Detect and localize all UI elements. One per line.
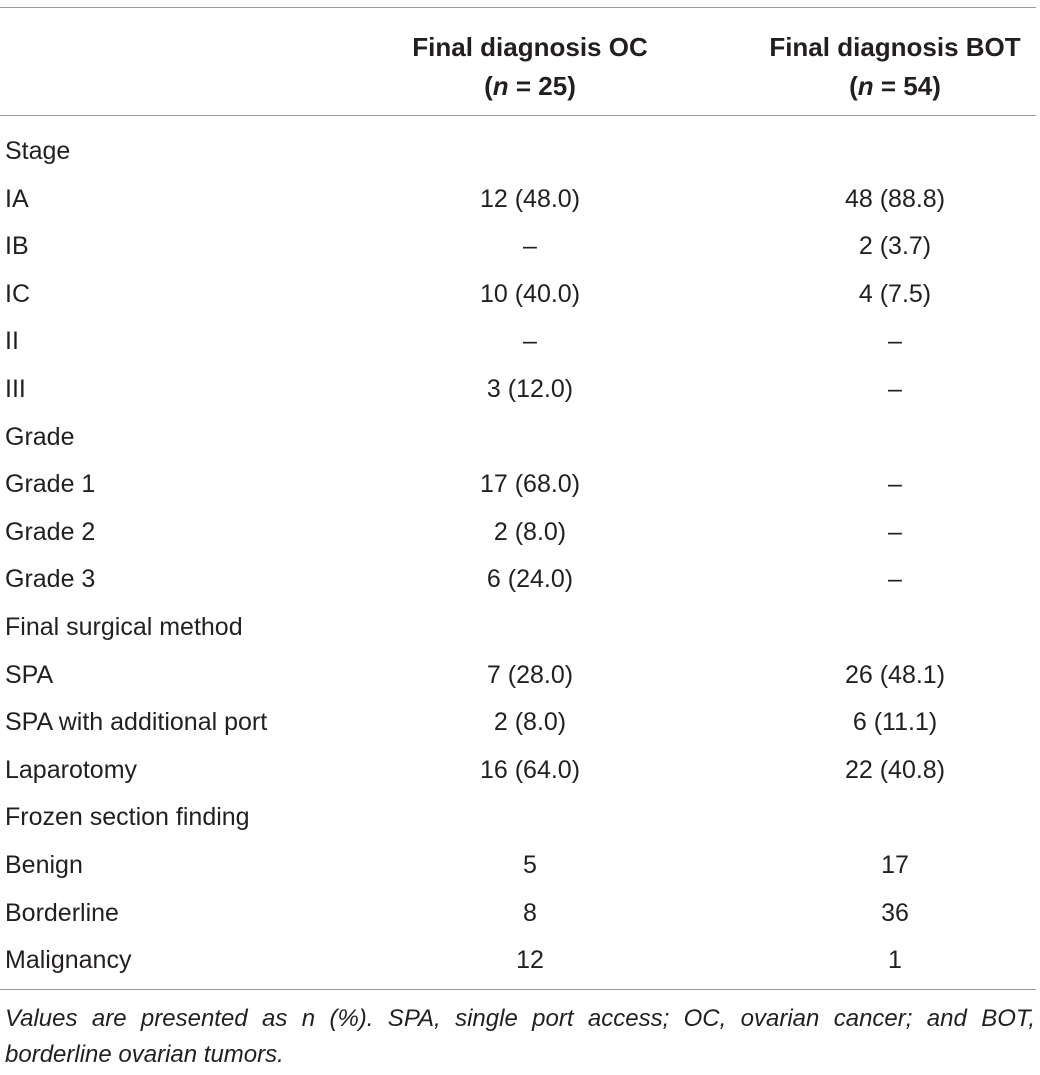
row-label: Frozen section finding [5, 803, 250, 832]
table-row: IC 10 (40.0) 4 (7.5) [0, 271, 1040, 319]
table-row: Grade 2 2 (8.0) – [0, 509, 1040, 557]
row-label: SPA with additional port [5, 708, 268, 737]
cell-bot-value: – [888, 374, 902, 403]
row-label: Benign [5, 850, 83, 879]
row-label: Final surgical method [5, 612, 243, 641]
row-label: III [5, 374, 26, 403]
table-row: IB – 2 (3.7) [0, 223, 1040, 271]
cell-bot-value: – [888, 565, 902, 594]
cell-oc-value: 12 (48.0) [479, 184, 581, 213]
table-row: Grade [0, 414, 1040, 462]
table-row: Stage [0, 128, 1040, 176]
cell-oc-value: 12 [516, 946, 544, 975]
cell-oc-value: 16 (64.0) [479, 755, 581, 784]
column-header-oc: Final diagnosis OC (n = 25) [370, 28, 690, 106]
cell-bot-value: 22 (40.8) [844, 755, 946, 784]
row-label: Grade 3 [5, 565, 96, 594]
row-label: IC [5, 279, 30, 308]
table-row: SPA with additional port 2 (8.0) 6 (11.1) [0, 699, 1040, 747]
column-header-bot-title: Final diagnosis BOT [769, 32, 1021, 62]
cell-bot-value: – [888, 517, 902, 546]
cell-oc-value: 3 (12.0) [486, 374, 574, 403]
cell-bot-value: – [888, 327, 902, 356]
table-body: Stage IA 12 (48.0) 48 (88.8) IB – 2 (3.7) IC 10 … [0, 128, 1040, 985]
row-label: Stage [5, 137, 71, 165]
table-row: Borderline 8 36 [0, 890, 1040, 938]
cell-oc-value: 6 (24.0) [486, 565, 574, 594]
row-label: SPA [5, 660, 54, 689]
row-label: Laparotomy [5, 755, 138, 784]
cell-bot-value: 4 (7.5) [858, 279, 932, 308]
cell-oc-value: 17 (68.0) [479, 470, 581, 499]
cell-oc-value: 2 (8.0) [493, 708, 567, 737]
row-label: IB [5, 232, 29, 261]
cell-bot-value: 48 (88.8) [844, 184, 946, 213]
cell-bot-value: 26 (48.1) [844, 660, 946, 689]
row-label: Grade 2 [5, 517, 96, 546]
table-row: Grade 1 17 (68.0) – [0, 461, 1040, 509]
cell-bot-value: – [888, 470, 902, 499]
row-label: Borderline [5, 898, 119, 927]
row-label: IA [5, 184, 29, 213]
table-row: IA 12 (48.0) 48 (88.8) [0, 176, 1040, 224]
column-header-bot: Final diagnosis BOT (n = 54) [735, 28, 1040, 106]
table-row: Malignancy 12 1 [0, 937, 1040, 985]
cell-bot-value: 6 (11.1) [852, 708, 938, 737]
cell-oc-value: 7 (28.0) [486, 660, 574, 689]
cell-oc-value: 5 [523, 850, 537, 879]
cell-oc-value: 8 [523, 898, 537, 927]
table-row: SPA 7 (28.0) 26 (48.1) [0, 652, 1040, 700]
column-header-oc-rest: = 25) [508, 71, 576, 101]
table-row: Final surgical method [0, 604, 1040, 652]
table-row: II – – [0, 318, 1040, 366]
cell-oc-value: – [523, 232, 537, 261]
cell-oc-value: 10 (40.0) [479, 279, 581, 308]
column-header-bot-n: n [857, 71, 874, 101]
column-header-oc-title: Final diagnosis OC [412, 32, 648, 62]
table-row: Benign 5 17 [0, 842, 1040, 890]
cell-bot-value: 36 [881, 898, 909, 927]
header-rule [0, 115, 1036, 116]
table-top-rule [0, 7, 1036, 8]
table-bottom-rule [0, 989, 1036, 990]
cell-bot-value: 2 (3.7) [858, 232, 932, 261]
column-header-oc-n: n [492, 71, 509, 101]
row-label: II [5, 327, 19, 356]
row-label: Grade 1 [5, 470, 96, 499]
table-row: III 3 (12.0) – [0, 366, 1040, 414]
cell-bot-value: 17 [881, 850, 909, 879]
cell-bot-value: 1 [888, 946, 902, 975]
row-label: Grade [5, 422, 75, 451]
table-row: Laparotomy 16 (64.0) 22 (40.8) [0, 747, 1040, 795]
column-header-bot-count: (n = 54) [849, 71, 941, 101]
cell-oc-value: 2 (8.0) [493, 517, 567, 546]
table-footnote: Values are presented as n (%). SPA, sing… [5, 1005, 1035, 1068]
table-row: Grade 3 6 (24.0) – [0, 556, 1040, 604]
row-label: Malignancy [5, 946, 132, 975]
column-header-bot-rest: = 54) [873, 71, 941, 101]
column-header-oc-count: (n = 25) [484, 71, 576, 101]
cell-oc-value: – [523, 327, 537, 356]
table-row: Frozen section finding [0, 794, 1040, 842]
